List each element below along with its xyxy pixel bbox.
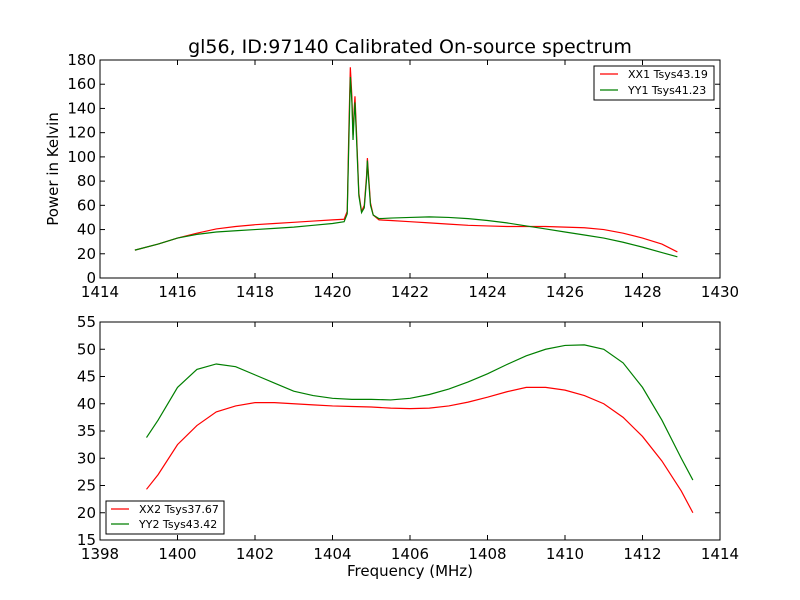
top-series-1-line xyxy=(134,76,678,258)
top-ytick-label-6: 120 xyxy=(67,124,96,142)
top-ytick-label-1: 20 xyxy=(77,245,96,263)
top-ytick-label-8: 160 xyxy=(67,75,96,93)
bottom-plot-area: 1398 1400 1402 1404 1406 1408 1410 1412 1414 15 20… xyxy=(77,313,739,563)
bottom-legend: XX2 Tsys37.67 YY2 Tsys43.42 xyxy=(105,500,225,535)
bottom-xtick-label-1: 1400 xyxy=(158,545,196,563)
top-chart-ylabel: Power in Kelvin xyxy=(44,112,62,226)
bottom-ytick-label-6: 45 xyxy=(77,368,96,386)
top-xtick-label-4: 1422 xyxy=(391,283,429,301)
top-legend-label-yy1: YY1 Tsys41.23 xyxy=(627,84,706,97)
bottom-xtick-label-5: 1408 xyxy=(468,545,506,563)
top-plot-area: 1414 1416 1418 1420 1422 1424 1426 1428 1430 0 20 4… xyxy=(67,51,739,301)
bottom-xtick-label-4: 1406 xyxy=(391,545,429,563)
bottom-xtick-label-0: 1398 xyxy=(81,545,119,563)
top-ytick-label-4: 80 xyxy=(77,172,96,190)
bottom-ytick-label-0: 15 xyxy=(77,531,96,549)
top-xtick-label-6: 1426 xyxy=(546,283,584,301)
bottom-ytick-label-1: 20 xyxy=(77,504,96,522)
top-ytick-label-9: 180 xyxy=(67,51,96,69)
top-xtick-label-5: 1424 xyxy=(468,283,506,301)
bottom-ytick-label-2: 25 xyxy=(77,477,96,495)
top-xtick-label-7: 1428 xyxy=(623,283,661,301)
top-ytick-label-7: 140 xyxy=(67,99,96,117)
top-legend-box xyxy=(593,65,715,101)
bottom-ytick-label-8: 55 xyxy=(77,313,96,331)
top-legend-label-xx1: XX1 Tsys43.19 xyxy=(628,68,708,81)
top-chart-title: gl56, ID:97140 Calibrated On-source spec… xyxy=(188,36,632,58)
bottom-chart-xlabel: Frequency (MHz) xyxy=(347,562,473,580)
bottom-xtick-label-8: 1414 xyxy=(701,545,739,563)
bottom-legend-label-yy2: YY2 Tsys43.42 xyxy=(138,518,217,531)
bottom-xtick-label-2: 1402 xyxy=(236,545,274,563)
top-xtick-label-0: 1414 xyxy=(81,283,119,301)
bottom-series-0-line xyxy=(146,386,694,514)
bottom-series-1-line xyxy=(146,344,694,481)
top-legend: XX1 Tsys43.19 YY1 Tsys41.23 xyxy=(593,65,715,101)
top-ytick-label-3: 60 xyxy=(77,196,96,214)
top-xtick-label-2: 1418 xyxy=(236,283,274,301)
bottom-ytick-label-7: 50 xyxy=(77,340,96,358)
bottom-xtick-label-6: 1410 xyxy=(546,545,584,563)
bottom-ytick-label-3: 30 xyxy=(77,449,96,467)
bottom-xtick-label-3: 1404 xyxy=(313,545,351,563)
top-xtick-label-8: 1430 xyxy=(701,283,739,301)
bottom-legend-label-xx2: XX2 Tsys37.67 xyxy=(139,503,219,516)
bottom-ytick-label-4: 35 xyxy=(77,422,96,440)
top-ytick-label-0: 0 xyxy=(86,269,96,287)
bottom-legend-box xyxy=(105,500,225,535)
bottom-chart: Frequency (MHz) 1398 1400 1402 1404 1406 1408… xyxy=(77,313,739,580)
bottom-ytick-label-5: 40 xyxy=(77,395,96,413)
top-xtick-label-1: 1416 xyxy=(158,283,196,301)
top-xtick-label-3: 1420 xyxy=(313,283,351,301)
bottom-xtick-label-7: 1412 xyxy=(623,545,661,563)
top-ytick-label-2: 40 xyxy=(77,221,96,239)
top-chart: gl56, ID:97140 Calibrated On-source spec… xyxy=(44,36,739,301)
top-ytick-label-5: 100 xyxy=(67,148,96,166)
